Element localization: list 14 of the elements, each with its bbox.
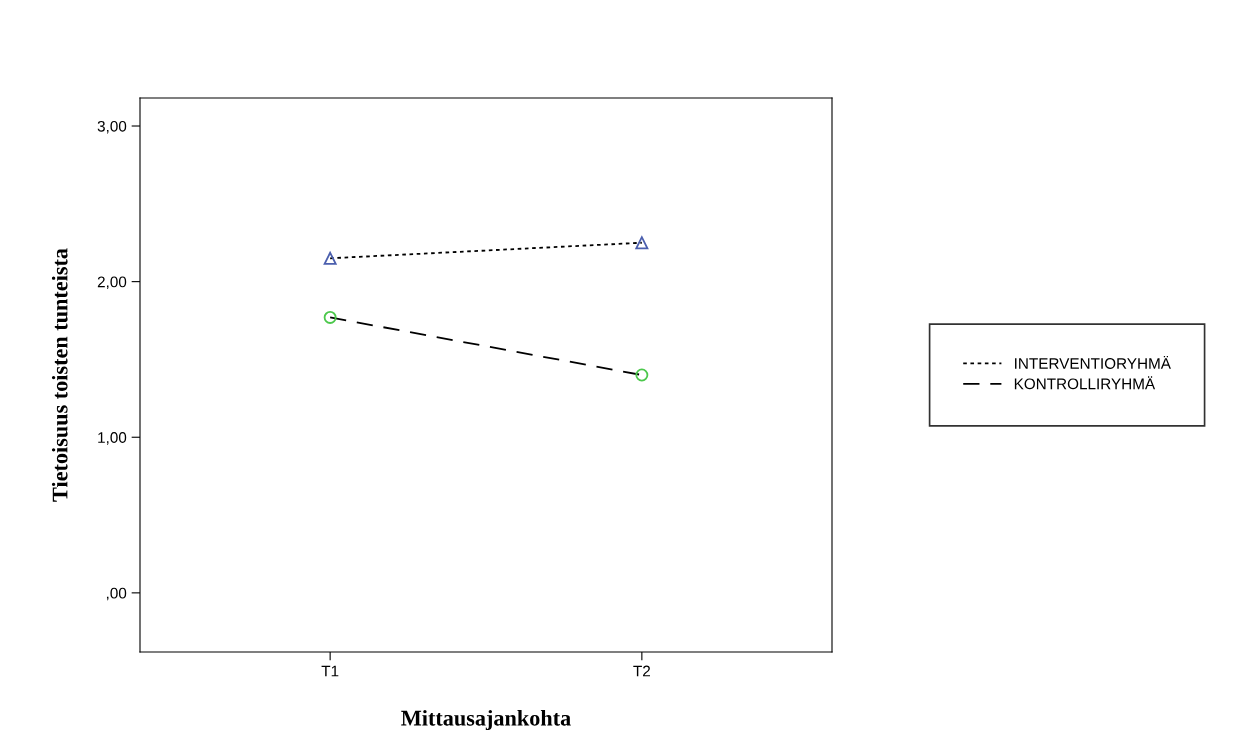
point [323, 310, 337, 324]
y-tick-label: ,00 [106, 587, 127, 601]
x-axis-title: Mittausajankohta [401, 709, 571, 730]
y-axis-title: Tietoisuus toisten tunteista [51, 248, 68, 502]
y-tick-label: 1,00 [98, 432, 127, 445]
point [635, 236, 649, 250]
legend-label: KONTROLLIRYHMÄ [1014, 376, 1156, 390]
x-tick-label: T2 [633, 665, 650, 677]
legend-label: INTERVENTIORYHMÄ [1015, 355, 1171, 369]
y-tick-label: 3,00 [97, 120, 127, 134]
y-tick-label: 2,00 [97, 276, 127, 290]
point [635, 368, 649, 382]
x-tick-label: T1 [321, 665, 339, 677]
point [323, 251, 337, 265]
